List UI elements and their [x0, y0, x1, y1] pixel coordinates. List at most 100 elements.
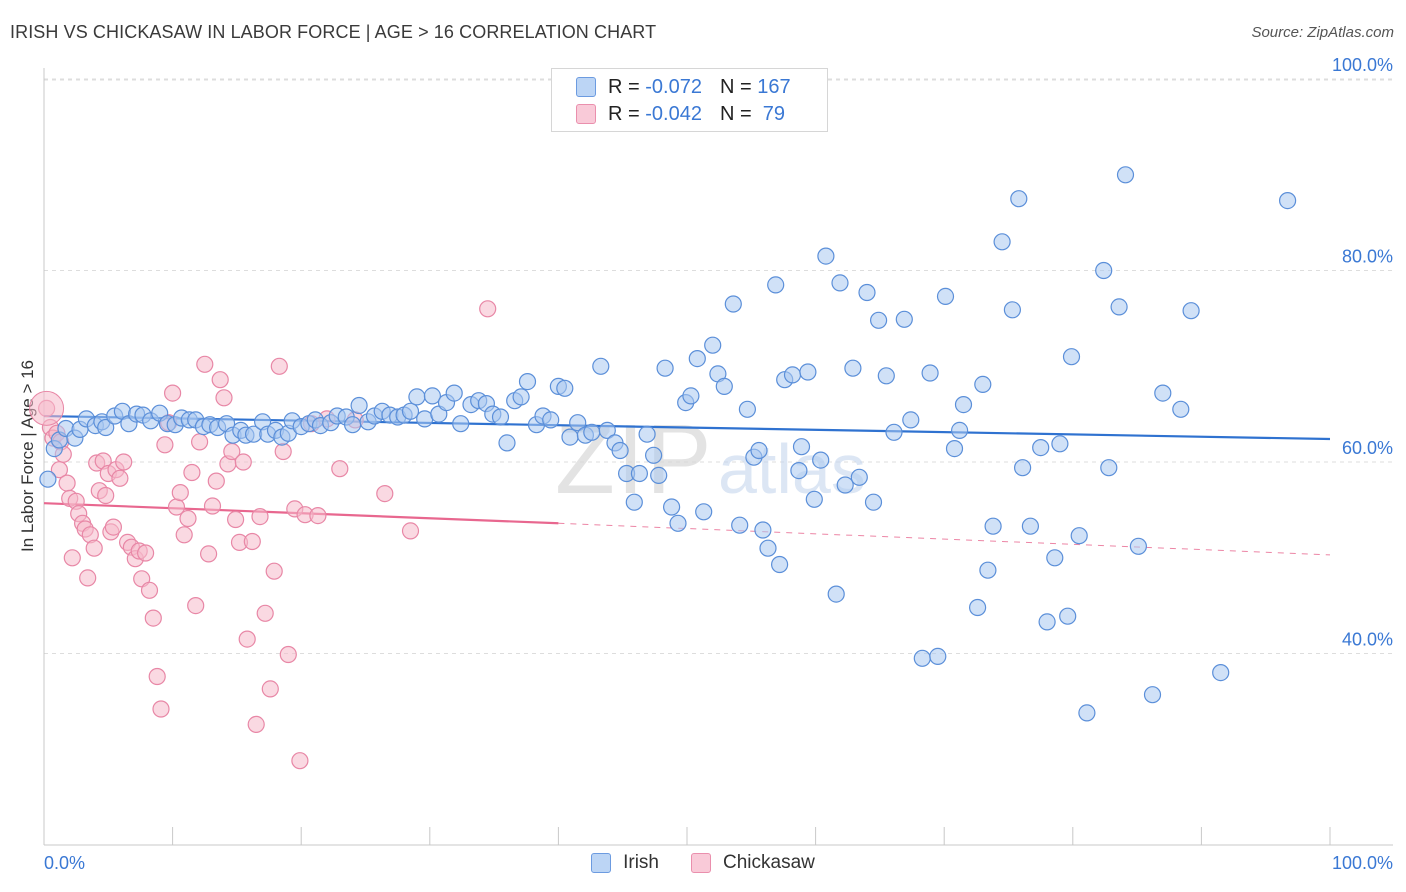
irish-point: [688, 350, 706, 368]
stats-legend: R = -0.072 N = 167 R = -0.042 N = 79: [551, 68, 828, 132]
chickasaw-point: [401, 522, 420, 540]
chickasaw-point: [156, 436, 174, 454]
y-tick-label: 80.0%: [1342, 247, 1393, 267]
irish-point: [1010, 190, 1028, 208]
chickasaw-point: [63, 549, 81, 567]
irish-point: [401, 402, 420, 420]
irish-n-value: 167: [757, 75, 791, 98]
chickasaw-point: [238, 630, 256, 648]
y-tick-label: 40.0%: [1342, 630, 1393, 650]
legend-item-irish[interactable]: Irish: [591, 852, 659, 874]
irish-point: [583, 423, 601, 441]
chickasaw-point: [265, 562, 283, 580]
chart-title: IRISH VS CHICKASAW IN LABOR FORCE | AGE …: [10, 22, 657, 42]
chickasaw-point: [251, 507, 269, 526]
chickasaw-point: [187, 596, 205, 615]
irish-point: [831, 274, 849, 292]
irish-point: [518, 373, 537, 391]
chickasaw-point: [196, 355, 214, 373]
legend-item-chickasaw[interactable]: Chickasaw: [691, 852, 815, 874]
irish-point: [770, 555, 789, 574]
irish-point: [750, 441, 768, 460]
irish-point: [638, 425, 656, 443]
irish-point: [902, 411, 920, 429]
irish-point: [913, 649, 931, 667]
irish-point: [445, 384, 463, 402]
n-label: N =: [719, 75, 752, 98]
chickasaw-point: [164, 384, 182, 402]
chickasaw-point: [104, 518, 123, 536]
irish-point: [682, 387, 700, 405]
irish-point: [1129, 537, 1148, 555]
r-label: R =: [608, 102, 640, 125]
irish-point: [1154, 384, 1172, 402]
chickasaw-point: [171, 484, 189, 502]
chickasaw-point: [140, 581, 159, 599]
irish-point: [625, 493, 643, 511]
irish-point: [812, 451, 830, 469]
chickasaw-point: [183, 463, 201, 482]
chickasaw-point: [261, 680, 279, 698]
irish-point: [754, 521, 772, 539]
irish-point: [805, 490, 823, 508]
irish-point: [491, 408, 510, 426]
irish-point: [1070, 527, 1088, 545]
chickasaw-point: [309, 506, 327, 525]
irish-point: [556, 379, 574, 397]
chickasaw-point: [207, 472, 225, 490]
chickasaw-point: [97, 486, 115, 505]
irish-point: [512, 388, 530, 406]
irish-point: [1021, 517, 1040, 535]
irish-point: [39, 470, 57, 488]
irish-point: [1046, 549, 1064, 567]
irish-point: [885, 423, 903, 441]
chickasaw-point: [85, 539, 103, 557]
chickasaw-point: [270, 357, 288, 375]
chickasaw-point: [215, 389, 233, 407]
chickasaw-point: [179, 509, 197, 528]
chickasaw-point: [137, 544, 155, 562]
legend-row-chickasaw: R = -0.042 N = 79: [576, 102, 785, 126]
points-layer: [29, 166, 1297, 770]
irish-point: [1278, 192, 1297, 210]
chickasaw-point: [144, 609, 162, 627]
irish-point: [423, 387, 441, 405]
chickasaw-point: [152, 700, 170, 718]
irish-point: [1182, 302, 1200, 320]
chickasaw-point: [274, 442, 292, 461]
irish-point: [650, 466, 668, 484]
y-tick-label: 60.0%: [1342, 438, 1393, 458]
legend-row-irish: R = -0.072 N = 167: [576, 75, 791, 99]
irish-point: [704, 336, 722, 354]
irish-legend-label: Irish: [623, 852, 660, 873]
irish-point: [1059, 607, 1077, 625]
irish-point: [1003, 301, 1022, 319]
irish-point: [864, 493, 883, 511]
irish-legend-swatch: [591, 853, 612, 873]
irish-point: [724, 295, 742, 313]
irish-point: [974, 375, 992, 393]
irish-point: [715, 377, 733, 395]
irish-point: [993, 233, 1011, 251]
irish-swatch: [576, 77, 596, 97]
chickasaw-point: [115, 453, 133, 471]
x-tick-label-min: 0.0%: [44, 853, 85, 873]
y-tick-label: 100.0%: [1332, 55, 1393, 75]
chickasaw-point: [29, 390, 65, 426]
irish-point: [936, 287, 955, 305]
chickasaw-point: [191, 433, 209, 451]
irish-point: [929, 647, 947, 666]
chickasaw-point: [111, 469, 129, 487]
irish-point: [850, 468, 868, 486]
chickasaw-trend-extension: [558, 522, 1331, 556]
irish-point: [1013, 459, 1032, 477]
irish-point: [827, 585, 845, 603]
r-label: R =: [608, 75, 640, 98]
irish-point: [792, 438, 811, 456]
irish-point: [1116, 166, 1135, 184]
irish-point: [452, 415, 470, 433]
irish-point: [877, 367, 895, 385]
irish-point: [869, 311, 888, 329]
x-tick-label-max: 100.0%: [1332, 853, 1393, 873]
